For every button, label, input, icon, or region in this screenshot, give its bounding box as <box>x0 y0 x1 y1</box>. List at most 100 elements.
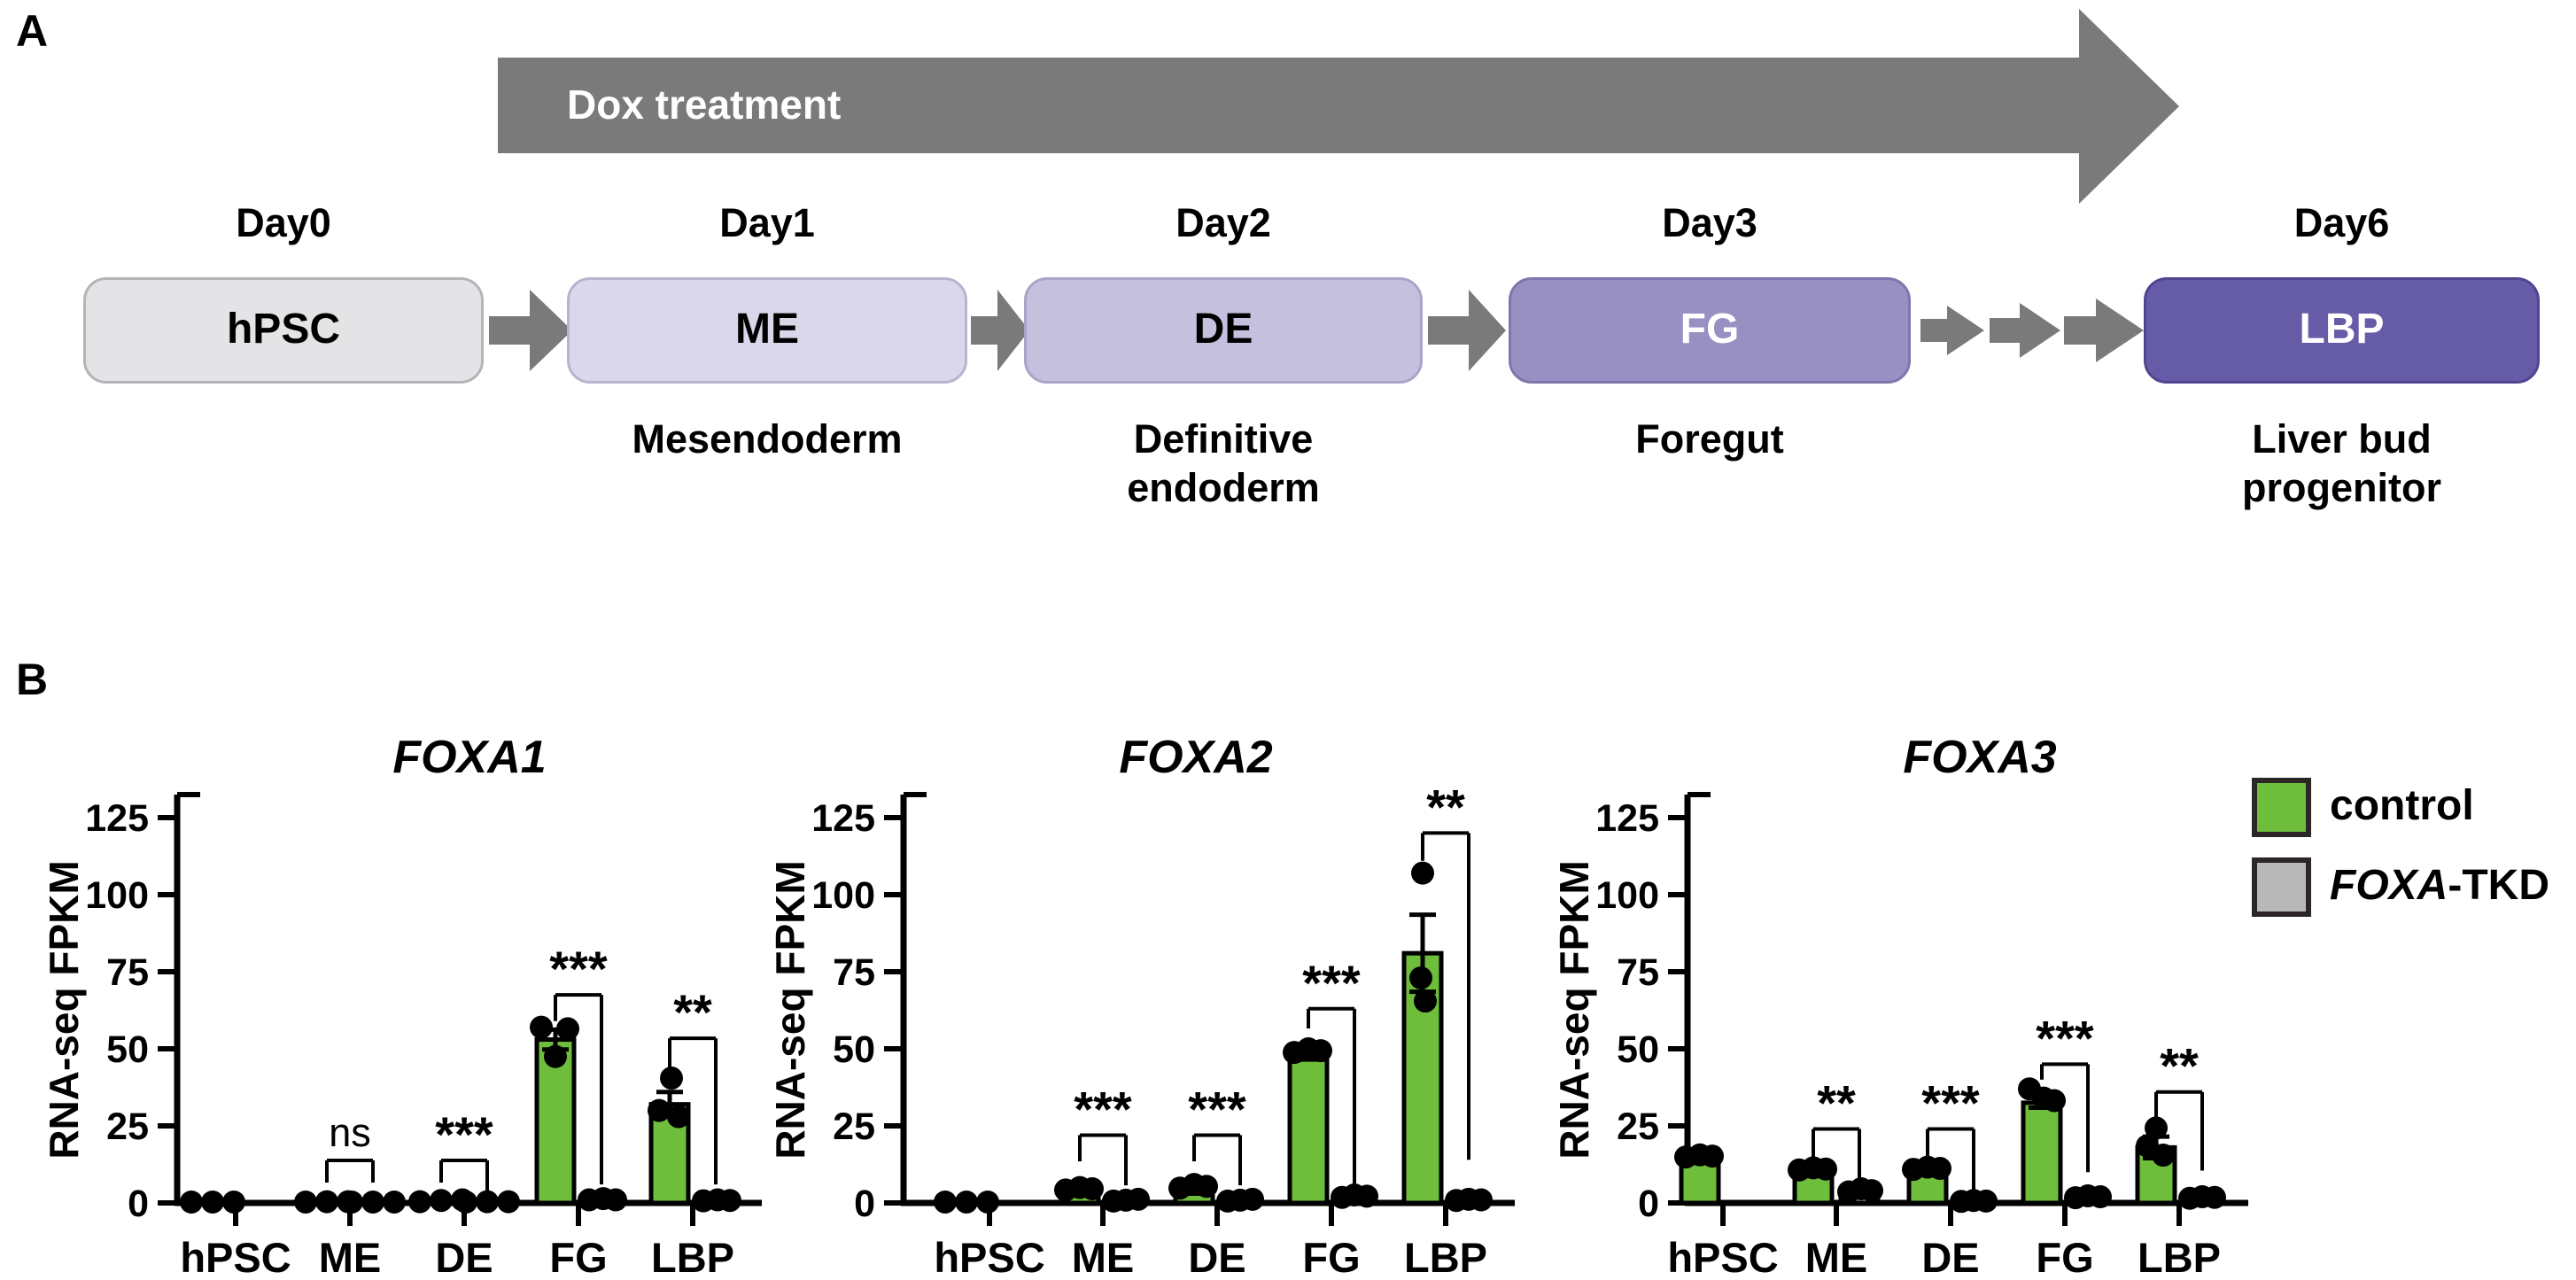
sig-label: ** <box>1817 1074 1856 1130</box>
data-point <box>648 1098 671 1122</box>
data-point <box>667 1105 690 1129</box>
chart-title: FOXA3 <box>1903 732 2056 783</box>
stage-box-me: ME <box>567 277 967 384</box>
data-point <box>660 1067 683 1090</box>
series-FOXA-TKD <box>1837 1176 2226 1214</box>
panel-a-label: A <box>16 6 49 56</box>
stage-box-fg: FG <box>1509 277 1911 384</box>
foxa-tkd-swatch-icon <box>2252 857 2311 917</box>
data-point <box>1241 1187 1264 1211</box>
sig-bracket-ME: ** <box>1812 1074 1861 1180</box>
y-axis-label: RNA-seq FPKM <box>1551 860 1597 1159</box>
x-category-label: FG <box>549 1234 607 1280</box>
series-control <box>180 1015 691 1214</box>
chart-title: FOXA2 <box>1119 732 1272 783</box>
y-tick-label: 100 <box>811 874 875 917</box>
dox-treatment-label: Dox treatment <box>567 81 842 128</box>
day-label: Day3 <box>1662 200 1757 245</box>
dox-treatment-arrow <box>498 9 2179 204</box>
x-category-label: ME <box>1072 1234 1135 1280</box>
arrow-fg-lbp-3-icon <box>2064 299 2144 362</box>
bar-control-FG <box>2021 1100 2063 1206</box>
chart-FOXA3: 0 25 50 75 100 125 RNA-seq FPKM FOXA3 hPSC ME DE FG… <box>1551 732 2248 1280</box>
x-category-label: FG <box>1302 1234 1360 1280</box>
x-category-label: hPSC <box>180 1234 291 1280</box>
y-tick-label: 25 <box>106 1105 149 1148</box>
data-point <box>530 1015 553 1039</box>
data-point <box>1411 861 1434 885</box>
sig-label: ** <box>2160 1038 2199 1094</box>
sig-label: *** <box>549 941 608 997</box>
sig-bracket-FG: *** <box>1302 955 1361 1184</box>
data-point <box>383 1190 406 1214</box>
y-tick-label: 50 <box>106 1028 149 1071</box>
arrow-fg-lbp-1-icon <box>1920 306 1984 355</box>
y-tick-label: 50 <box>1617 1028 1659 1071</box>
data-point <box>1470 1188 1493 1212</box>
x-category-label: DE <box>1921 1234 1979 1280</box>
data-point <box>976 1190 999 1214</box>
bar-control-hPSC <box>1679 1158 1721 1206</box>
y-tick-label: 0 <box>854 1183 875 1225</box>
sig-bracket-LBP: ** <box>2154 1038 2204 1171</box>
sig-label: *** <box>1921 1074 1980 1130</box>
sig-label: *** <box>1074 1081 1132 1136</box>
day-label: Day0 <box>236 200 331 245</box>
y-tick-label: 100 <box>1595 874 1659 917</box>
x-category-label: DE <box>435 1234 493 1280</box>
sig-label: *** <box>1302 955 1361 1011</box>
data-point <box>1355 1184 1378 1208</box>
data-point <box>222 1190 245 1214</box>
x-category-label: DE <box>1188 1234 1245 1280</box>
series-control <box>934 861 1444 1214</box>
data-point <box>2203 1185 2226 1209</box>
y-tick-label: 75 <box>1617 951 1659 994</box>
data-point <box>556 1017 579 1041</box>
sig-label: ** <box>1426 779 1465 834</box>
stage-name: Definitive endoderm <box>1127 416 1320 510</box>
data-point <box>408 1190 431 1214</box>
data-point <box>1814 1157 1837 1181</box>
data-point <box>2145 1116 2168 1140</box>
data-point <box>718 1189 741 1213</box>
stage-name: Liver bud progenitor <box>2242 416 2441 510</box>
sig-bracket-LBP: ** <box>668 984 718 1185</box>
sig-bracket-DE: *** <box>1188 1081 1246 1186</box>
sig-label: *** <box>1188 1081 1246 1136</box>
y-tick-label: 125 <box>85 797 149 840</box>
data-point <box>1081 1176 1104 1200</box>
sig-bracket-LBP: ** <box>1421 779 1470 1160</box>
sig-label: *** <box>435 1106 493 1162</box>
x-category-label: LBP <box>2138 1234 2221 1280</box>
stage-box-hpsc: hPSC <box>83 277 484 384</box>
x-category-label: hPSC <box>1667 1234 1778 1280</box>
stage-name: Foregut <box>1635 416 1784 462</box>
x-category-label: hPSC <box>934 1234 1044 1280</box>
series-control <box>1674 1077 2177 1206</box>
sig-bracket-ME: ns <box>325 1110 375 1183</box>
data-point <box>2089 1185 2112 1209</box>
data-point <box>1409 966 1432 989</box>
control-swatch-icon <box>2252 778 2311 837</box>
y-tick-label: 75 <box>833 951 875 994</box>
y-tick-label: 125 <box>1595 797 1659 840</box>
data-point <box>180 1190 203 1214</box>
arrow-fg-lbp-2-icon <box>1990 303 2060 358</box>
stage-name: Mesendoderm <box>632 416 903 462</box>
day-label: Day2 <box>1175 200 1271 245</box>
y-axis-label: RNA-seq FPKM <box>767 860 813 1159</box>
sig-bracket-DE: *** <box>1921 1074 1980 1194</box>
x-category-label: LBP <box>651 1234 734 1280</box>
data-point <box>1701 1144 1724 1168</box>
data-point <box>294 1190 317 1214</box>
data-point <box>604 1188 627 1212</box>
data-point <box>430 1189 453 1213</box>
y-tick-label: 75 <box>106 951 149 994</box>
data-point <box>2152 1144 2175 1168</box>
y-tick-label: 125 <box>811 797 875 840</box>
data-point <box>1414 989 1437 1013</box>
bar-control-FG <box>1287 1054 1330 1206</box>
arrow-de-fg-icon <box>1428 290 1506 371</box>
